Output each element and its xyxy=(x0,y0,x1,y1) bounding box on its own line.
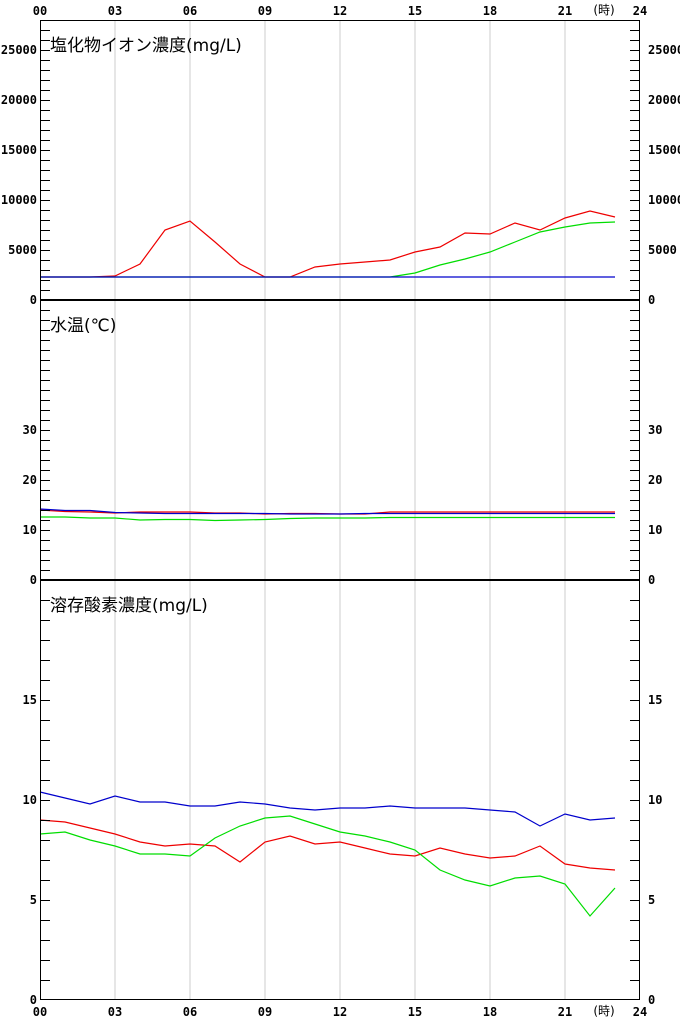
y-tick-label-right: 20000 xyxy=(648,93,680,107)
y-tick-label-right: 15 xyxy=(648,693,662,707)
time-tick-label-bottom: 24 xyxy=(633,1005,647,1019)
panel-title: 溶存酸素濃度(mg/L) xyxy=(50,596,208,616)
panel-frame xyxy=(40,300,640,580)
y-tick-label-left: 5000 xyxy=(8,243,37,257)
time-tick-label-top: 15 xyxy=(408,4,422,18)
y-tick-label-left: 20 xyxy=(23,473,37,487)
y-tick-label-right: 10000 xyxy=(648,193,680,207)
y-tick-label-left: 20000 xyxy=(1,93,37,107)
y-tick-label-left: 15 xyxy=(23,693,37,707)
time-unit-label-bottom: (時) xyxy=(593,1004,614,1018)
y-tick-label-left: 5 xyxy=(30,893,37,907)
time-tick-label-top: 03 xyxy=(108,4,122,18)
y-tick-label-right: 10 xyxy=(648,793,662,807)
y-tick-label-right: 30 xyxy=(648,423,662,437)
time-tick-label-bottom: 15 xyxy=(408,1005,422,1019)
series-line-blue xyxy=(39,508,615,515)
time-tick-label-top: 18 xyxy=(483,4,497,18)
y-tick-label-left: 0 xyxy=(30,573,37,587)
y-tick-label-right: 5000 xyxy=(648,243,677,257)
series-line-red xyxy=(40,210,616,278)
y-tick-label-right: 20 xyxy=(648,473,662,487)
panel-title: 塩化物イオン濃度(mg/L) xyxy=(50,36,242,56)
time-tick-label-top: 21 xyxy=(558,4,572,18)
time-tick-label-top: 00 xyxy=(33,4,47,18)
y-tick-label-left: 15000 xyxy=(1,143,37,157)
label-layer: 0050005000100001000015000150002000020000… xyxy=(1,3,680,1019)
series-layer xyxy=(39,210,616,917)
y-tick-label-right: 0 xyxy=(648,993,655,1007)
y-tick-label-left: 10 xyxy=(23,523,37,537)
grid-layer xyxy=(114,20,566,1000)
series-line-green xyxy=(39,815,616,917)
panel-frame xyxy=(40,580,640,1000)
time-tick-label-bottom: 00 xyxy=(33,1005,47,1019)
y-tick-label-right: 0 xyxy=(648,573,655,587)
y-tick-label-left: 10 xyxy=(23,793,37,807)
time-tick-label-top: 09 xyxy=(258,4,272,18)
time-tick-label-bottom: 06 xyxy=(183,1005,197,1019)
panel-frame xyxy=(40,20,640,300)
time-unit-label-top: (時) xyxy=(593,3,614,17)
y-tick-label-left: 0 xyxy=(30,293,37,307)
y-tick-label-left: 10000 xyxy=(1,193,37,207)
time-tick-label-top: 06 xyxy=(183,4,197,18)
time-tick-label-top: 12 xyxy=(333,4,347,18)
series-line-blue xyxy=(39,791,616,827)
time-tick-label-bottom: 03 xyxy=(108,1005,122,1019)
series-line-green xyxy=(40,516,615,522)
y-tick-label-right: 5 xyxy=(648,893,655,907)
y-tick-label-left: 0 xyxy=(30,993,37,1007)
series-line-red xyxy=(39,819,616,871)
time-tick-label-bottom: 09 xyxy=(258,1005,272,1019)
y-tick-label-right: 0 xyxy=(648,293,655,307)
time-tick-label-top: 24 xyxy=(633,4,647,18)
y-tick-label-right: 15000 xyxy=(648,143,680,157)
time-tick-label-bottom: 18 xyxy=(483,1005,497,1019)
y-tick-label-left: 25000 xyxy=(1,43,37,57)
time-tick-label-bottom: 12 xyxy=(333,1005,347,1019)
y-tick-label-left: 30 xyxy=(23,423,37,437)
series-line-green xyxy=(40,221,616,278)
time-tick-label-bottom: 21 xyxy=(558,1005,572,1019)
y-tick-label-right: 25000 xyxy=(648,43,680,57)
axis-layer xyxy=(40,20,640,1000)
y-tick-label-right: 10 xyxy=(648,523,662,537)
panel-title: 水温(℃) xyxy=(50,316,116,336)
